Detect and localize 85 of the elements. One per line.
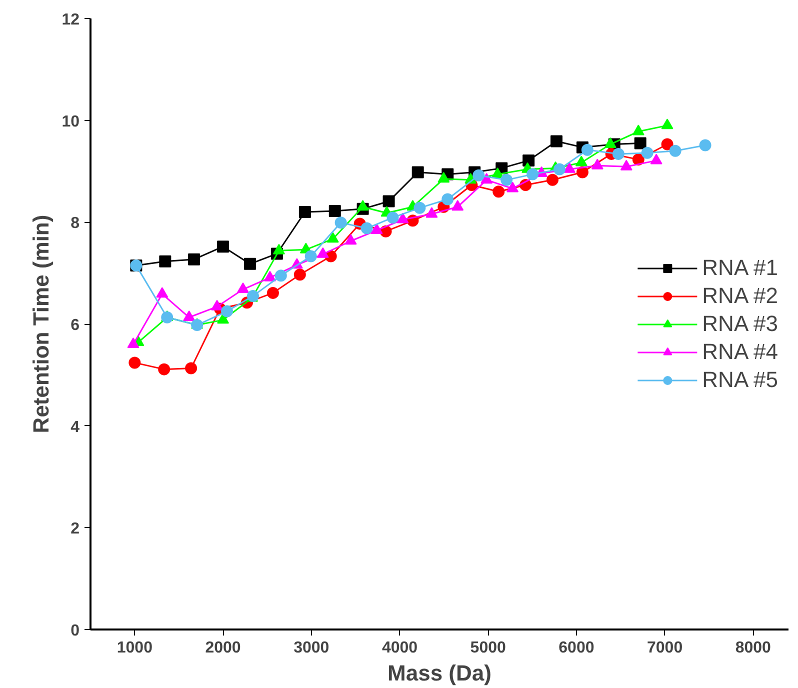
x-tick-label: 7000	[647, 640, 683, 656]
x-tick-label: 1000	[116, 640, 153, 656]
point	[452, 200, 464, 211]
point	[272, 244, 285, 254]
y-tick-label: 4	[70, 418, 80, 436]
point	[396, 212, 409, 224]
point	[316, 247, 329, 258]
point	[158, 363, 170, 376]
point	[128, 356, 141, 369]
point	[669, 144, 682, 157]
point	[575, 156, 588, 166]
point	[472, 169, 485, 182]
point	[506, 182, 519, 192]
point	[546, 174, 559, 186]
point	[526, 168, 539, 180]
x-tick-label: 8000	[735, 640, 772, 656]
point	[334, 216, 347, 229]
point	[563, 162, 576, 173]
point	[612, 148, 624, 160]
point	[188, 253, 200, 266]
legend-label: RNA #4	[702, 338, 778, 364]
point	[382, 195, 395, 208]
point	[661, 138, 674, 150]
point	[699, 139, 712, 152]
y-tick-label: 2	[70, 520, 80, 538]
point	[185, 362, 198, 374]
y-tick-label: 8	[70, 215, 80, 232]
y-tick-label: 0	[70, 622, 80, 640]
point	[414, 202, 426, 214]
point	[360, 222, 373, 234]
point	[620, 160, 632, 170]
point	[386, 212, 399, 224]
point	[237, 282, 249, 294]
x-tick-label: 6000	[558, 640, 594, 656]
point	[183, 310, 196, 322]
x-tick-label: 5000	[470, 640, 506, 656]
point	[650, 154, 662, 164]
point	[221, 305, 234, 318]
point	[426, 207, 438, 218]
point	[217, 240, 230, 253]
y-tick-label: 6	[70, 317, 80, 334]
point	[661, 118, 674, 130]
point	[632, 124, 644, 136]
x-tick-label: 3000	[294, 640, 330, 656]
point	[156, 287, 168, 298]
point	[244, 258, 256, 270]
point	[553, 163, 566, 176]
point	[412, 166, 424, 178]
point	[266, 286, 279, 299]
point	[159, 255, 172, 268]
point	[492, 186, 505, 198]
point	[294, 268, 306, 281]
point	[298, 206, 311, 218]
point	[328, 204, 341, 217]
point	[191, 319, 204, 332]
legend-label: RNA #1	[702, 254, 778, 280]
point	[550, 135, 562, 148]
point	[442, 193, 454, 206]
legend-label: RNA #2	[702, 282, 778, 308]
point	[211, 300, 224, 310]
x-tick-label: 2000	[205, 640, 241, 656]
x-axis-title: Mass (Da)	[388, 660, 492, 686]
y-tick-label: 12	[62, 12, 80, 28]
point	[576, 166, 588, 178]
point	[274, 270, 287, 282]
point	[500, 174, 513, 186]
point	[634, 137, 646, 150]
y-tick-label: 10	[62, 113, 80, 130]
point	[264, 270, 276, 282]
point	[438, 172, 450, 183]
point	[604, 137, 616, 148]
legend-label: RNA #3	[702, 310, 778, 336]
point	[127, 338, 140, 348]
point	[370, 223, 383, 234]
legend-label: RNA #5	[702, 366, 778, 392]
point	[344, 234, 357, 245]
point	[591, 158, 604, 170]
x-tick-label: 4000	[382, 640, 418, 656]
point	[356, 200, 369, 211]
point	[641, 146, 654, 159]
point	[522, 154, 535, 167]
point	[304, 250, 317, 262]
point	[326, 232, 339, 243]
point	[581, 144, 594, 156]
y-axis-title: Retention Time (min)	[28, 214, 54, 434]
